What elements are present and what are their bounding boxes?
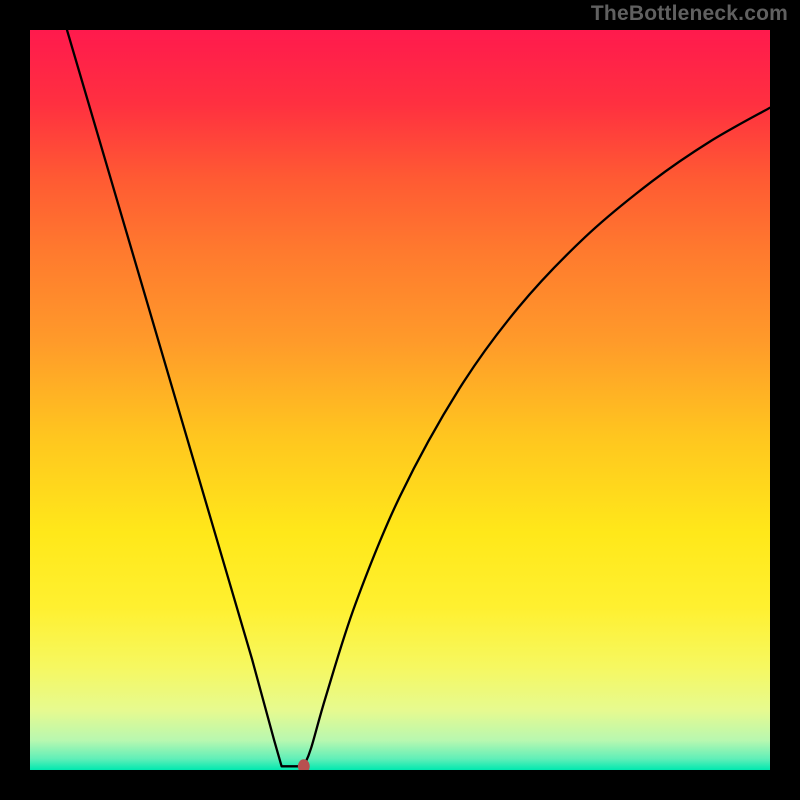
bottleneck-chart: [30, 30, 770, 770]
attribution-text: TheBottleneck.com: [591, 2, 788, 26]
chart-background: [30, 30, 770, 770]
chart-svg: [30, 30, 770, 770]
